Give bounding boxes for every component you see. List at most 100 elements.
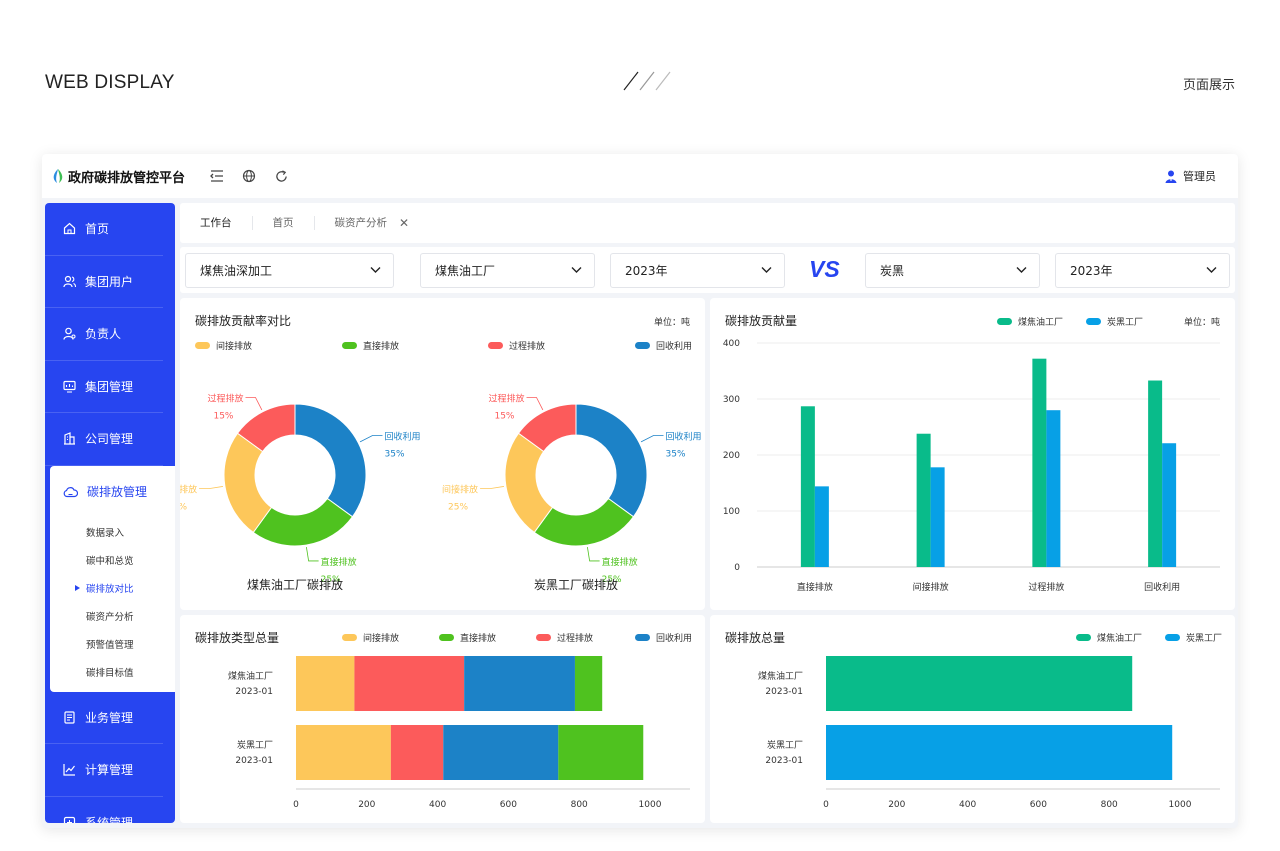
year-select-left[interactable]: 2023年	[610, 253, 785, 288]
x-tick-label: 600	[1030, 800, 1047, 810]
company-select-left[interactable]: 煤焦油深加工	[185, 253, 394, 288]
bar	[930, 467, 945, 567]
tab-workbench[interactable]: 工作台	[180, 216, 253, 230]
user-menu[interactable]: 管理员	[1165, 168, 1216, 184]
donut-slice-name: 间接排放	[180, 484, 197, 496]
legend-label: 炭黑工厂	[1107, 318, 1144, 328]
globe-icon[interactable]	[241, 168, 257, 184]
donut-caption: 煤焦油工厂碳排放	[247, 577, 343, 592]
sidebar-item-label: 业务管理	[85, 710, 134, 725]
submenu-item-emission-comparison[interactable]: 碳排放对比	[50, 574, 175, 602]
donut-leader-line	[359, 435, 383, 443]
legend-item: 过程排放	[488, 339, 545, 352]
submenu-item-data-entry[interactable]: 数据录入	[86, 527, 125, 539]
sidebar: 首页 集团用户 负责人 集团管理 公司管理 碳排放管理 数据录入 碳中和总览 碳…	[45, 203, 175, 823]
row-label-date: 2023-01	[765, 756, 803, 766]
x-tick-label: 0	[823, 800, 829, 810]
y-tick-label: 100	[723, 507, 740, 517]
sidebar-item-group-users[interactable]: 集团用户	[45, 256, 163, 308]
row-label-name: 炭黑工厂	[237, 740, 273, 751]
sidebar-item-label: 集团管理	[85, 379, 134, 394]
x-tick-label: 过程排放	[1028, 581, 1064, 593]
factory-select-right[interactable]: 炭黑	[865, 253, 1040, 288]
menu-collapse-icon[interactable]	[209, 168, 225, 184]
donut-slice-percent: 35%	[666, 450, 686, 460]
y-tick-label: 300	[723, 395, 740, 405]
close-icon[interactable]: ✕	[399, 216, 410, 230]
bar	[1032, 358, 1047, 567]
bar-segment	[574, 656, 603, 711]
chevron-down-icon	[761, 267, 772, 273]
legend-swatch	[997, 318, 1012, 325]
bar-segment	[390, 725, 444, 780]
tab-label: 工作台	[200, 217, 232, 229]
sidebar-item-calculation-management[interactable]: 计算管理	[45, 744, 163, 797]
row-label-name: 煤焦油工厂	[228, 670, 273, 682]
row-label-name: 煤焦油工厂	[758, 670, 803, 682]
select-value: 煤焦油深加工	[200, 264, 273, 278]
sidebar-item-carbon-management[interactable]: 碳排放管理	[50, 466, 175, 518]
refresh-icon[interactable]	[273, 168, 289, 184]
person-icon	[63, 327, 76, 340]
bar-segment	[296, 656, 355, 711]
legend-label: 间接排放	[216, 342, 253, 352]
legend-label: 回收利用	[656, 342, 693, 352]
total-bar-chart-svg: 0 200 400 600 800 1000 煤焦油工厂 2023-01 炭黑工厂 2023-01	[758, 656, 1220, 810]
legend-label: 炭黑工厂	[1186, 634, 1223, 644]
bar	[1046, 410, 1061, 567]
y-tick-label: 200	[723, 451, 740, 461]
submenu-item-warning-values[interactable]: 预警值管理	[86, 639, 134, 651]
legend-swatch	[1165, 634, 1180, 641]
x-tick-label: 200	[888, 800, 905, 810]
tab-home[interactable]: 首页	[253, 216, 315, 230]
legend-swatch	[195, 342, 210, 349]
sidebar-group-carbon-management: 碳排放管理 数据录入 碳中和总览 碳排放对比 碳资产分析 预警值管理 碳排目标值	[50, 465, 175, 692]
donut-leader-line	[480, 486, 504, 490]
year-select-right[interactable]: 2023年	[1055, 253, 1230, 288]
donut-slice-name: 直接排放	[602, 556, 638, 568]
document-icon	[64, 711, 75, 724]
row-label-date: 2023-01	[765, 687, 803, 697]
legend-label: 煤焦油工厂	[1018, 318, 1064, 328]
donut-leader-line	[640, 435, 664, 443]
card-title: 碳排放总量	[725, 631, 786, 645]
tab-carbon-asset-analysis[interactable]: 碳资产分析 ✕	[315, 216, 430, 230]
card-title: 碳排放贡献率对比	[195, 314, 292, 328]
donut-slice	[517, 403, 577, 453]
chevron-down-icon	[370, 267, 381, 273]
legend-label: 间接排放	[363, 634, 400, 644]
sidebar-item-company-management[interactable]: 公司管理	[45, 413, 163, 466]
x-tick-label: 800	[571, 800, 588, 810]
sidebar-item-label: 首页	[85, 222, 110, 237]
donut-slice-percent: 25%	[321, 575, 341, 585]
card-title: 碳排放类型总量	[195, 631, 280, 645]
app-title: 政府碳排放管控平台	[68, 170, 186, 186]
legend-swatch	[488, 342, 503, 349]
leaf-logo-icon	[53, 169, 63, 183]
bar	[1162, 443, 1177, 567]
submenu-item-asset-analysis[interactable]: 碳资产分析	[86, 611, 134, 623]
submenu-item-emission-targets[interactable]: 碳排目标值	[86, 667, 134, 679]
bar	[916, 433, 931, 567]
factory-select-left[interactable]: 煤焦油工厂	[420, 253, 595, 288]
home-icon	[63, 222, 76, 235]
sidebar-item-owner[interactable]: 负责人	[45, 308, 163, 361]
legend-label: 过程排放	[557, 634, 594, 644]
bar	[1148, 380, 1163, 567]
vs-label: VS	[809, 256, 840, 282]
chevron-down-icon	[1016, 267, 1027, 273]
row-label-date: 2023-01	[235, 687, 273, 697]
bar-segment	[354, 656, 465, 711]
legend-label: 直接排放	[363, 342, 400, 352]
legend-item: 间接排放	[195, 339, 252, 352]
sidebar-item-business-management[interactable]: 业务管理	[45, 692, 163, 744]
submenu-item-neutrality-overview[interactable]: 碳中和总览	[86, 555, 134, 567]
sidebar-item-group-management[interactable]: 集团管理	[45, 361, 163, 413]
donut-slice	[575, 403, 648, 518]
app-logo[interactable]: 政府碳排放管控平台	[52, 167, 185, 186]
sidebar-item-system-management[interactable]: 系统管理	[45, 797, 163, 823]
y-tick-label: 0	[734, 563, 740, 573]
legend-item: 直接排放	[342, 339, 399, 352]
sidebar-item-home[interactable]: 首页	[45, 203, 163, 256]
x-tick-label: 回收利用	[1144, 581, 1180, 593]
